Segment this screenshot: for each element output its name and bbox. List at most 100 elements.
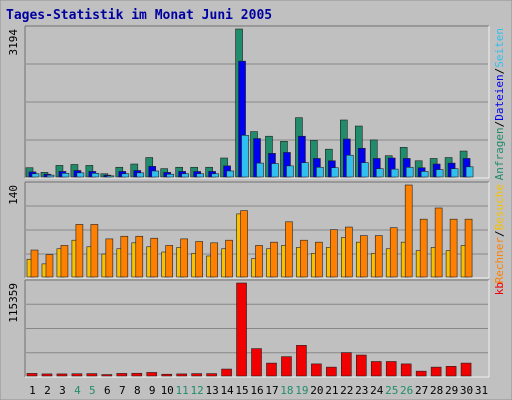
bar-seiten bbox=[286, 165, 294, 178]
day-label: 29 bbox=[445, 384, 458, 397]
day-label: 18 bbox=[280, 384, 293, 397]
series-label-part: Seiten bbox=[493, 28, 506, 68]
bar-kb bbox=[251, 348, 262, 377]
y-max-label: 115359 bbox=[7, 283, 20, 323]
bar-kb bbox=[460, 362, 472, 377]
day-label: 12 bbox=[191, 384, 204, 397]
bar-seiten bbox=[61, 172, 70, 178]
bar-kb bbox=[400, 363, 412, 377]
bar-seiten bbox=[91, 172, 100, 178]
series-label-part: Anfragen bbox=[493, 127, 506, 180]
bar-seiten bbox=[166, 173, 175, 178]
bar-seiten bbox=[420, 171, 429, 178]
bar-rechner bbox=[180, 238, 188, 278]
bar-seiten bbox=[360, 162, 369, 178]
bar-kb bbox=[415, 370, 427, 377]
bar-seiten bbox=[226, 170, 234, 178]
day-label: 26 bbox=[400, 384, 413, 397]
day-label: 9 bbox=[149, 384, 156, 397]
bar-rechner bbox=[285, 221, 293, 278]
bar-rechner bbox=[195, 241, 203, 278]
bar-rechner bbox=[315, 241, 323, 278]
bar-seiten bbox=[465, 166, 474, 178]
bar-seiten bbox=[301, 162, 309, 178]
bar-seiten bbox=[31, 173, 40, 178]
day-label: 19 bbox=[295, 384, 308, 397]
bar-kb bbox=[41, 373, 53, 377]
bar-seiten bbox=[76, 172, 85, 178]
bar-seiten bbox=[181, 173, 189, 178]
bar-seiten bbox=[316, 166, 324, 178]
bar-seiten bbox=[256, 162, 264, 178]
bar-kb bbox=[430, 366, 442, 377]
bar-rechner bbox=[240, 210, 248, 278]
day-label: 4 bbox=[74, 384, 81, 397]
y-max-label: 3194 bbox=[7, 29, 20, 56]
day-label: 23 bbox=[355, 384, 368, 397]
bar-seiten bbox=[106, 175, 115, 178]
bar-rechner bbox=[75, 224, 84, 278]
bar-kb bbox=[385, 361, 397, 377]
bar-kb bbox=[131, 372, 143, 377]
day-label: 10 bbox=[161, 384, 174, 397]
bar-seiten bbox=[196, 173, 204, 178]
bar-kb bbox=[176, 373, 187, 377]
bar-kb bbox=[311, 363, 322, 377]
bar-rechner bbox=[419, 218, 428, 278]
day-label: 25 bbox=[385, 384, 398, 397]
day-label: 27 bbox=[415, 384, 428, 397]
series-label-part: Besuche bbox=[493, 184, 506, 230]
bar-rechner bbox=[449, 218, 458, 278]
bar-rechner bbox=[464, 218, 473, 278]
bar-kb bbox=[161, 373, 173, 377]
bar-seiten bbox=[211, 173, 219, 178]
bar-rechner bbox=[225, 239, 233, 278]
bar-seiten bbox=[375, 168, 384, 178]
bar-seiten bbox=[136, 172, 145, 178]
day-label: 7 bbox=[119, 384, 126, 397]
bar-seiten bbox=[271, 163, 279, 178]
day-label: 15 bbox=[235, 384, 248, 397]
bar-kb bbox=[116, 373, 128, 377]
bar-seiten bbox=[46, 174, 55, 178]
bar-rechner bbox=[105, 238, 114, 278]
bar-seiten bbox=[331, 167, 339, 178]
day-label: 13 bbox=[205, 384, 218, 397]
series-label-part: Rechner bbox=[493, 237, 506, 284]
series-label-part: Dateien bbox=[493, 74, 506, 120]
day-label: 1 bbox=[29, 384, 36, 397]
day-label: 14 bbox=[220, 384, 234, 397]
bar-kb bbox=[296, 345, 307, 377]
bar-kb bbox=[370, 361, 382, 377]
bar-kb bbox=[191, 373, 202, 377]
day-label: 20 bbox=[310, 384, 323, 397]
day-label: 22 bbox=[340, 384, 353, 397]
bar-rechner bbox=[270, 241, 278, 278]
series-label: Anfragen/Dateien/Seiten bbox=[493, 28, 506, 180]
bar-rechner bbox=[389, 227, 398, 278]
day-label: 28 bbox=[430, 384, 443, 397]
bar-rechner bbox=[135, 235, 144, 278]
series-label-part: / bbox=[493, 230, 506, 237]
series-label-part: / bbox=[493, 121, 506, 128]
bar-kb bbox=[56, 373, 68, 377]
bar-kb bbox=[236, 282, 247, 377]
bar-rechner bbox=[374, 235, 383, 278]
chart-panels: 3194Anfragen/Dateien/Seiten140Rechner/Be… bbox=[7, 25, 506, 378]
bar-seiten bbox=[151, 170, 160, 178]
bar-kb bbox=[266, 362, 277, 377]
x-axis: 1 2 3 4 5 6 7 8 9 10 11 12 13 14 15 16 17 18 19 20 21 22 23 24 2… bbox=[29, 384, 488, 397]
bar-kb bbox=[101, 374, 113, 377]
day-label: 11 bbox=[176, 384, 189, 397]
bar-kb bbox=[206, 373, 217, 377]
day-label: 3 bbox=[59, 384, 66, 397]
panel-kb: 115359 kb bbox=[7, 279, 506, 378]
series-label: Rechner/Besuche bbox=[493, 184, 506, 283]
day-label: 6 bbox=[104, 384, 111, 397]
bar-rechner bbox=[120, 235, 129, 278]
bar-rechner bbox=[434, 207, 443, 278]
bar-seiten bbox=[390, 168, 399, 178]
bar-rechner bbox=[30, 249, 39, 278]
